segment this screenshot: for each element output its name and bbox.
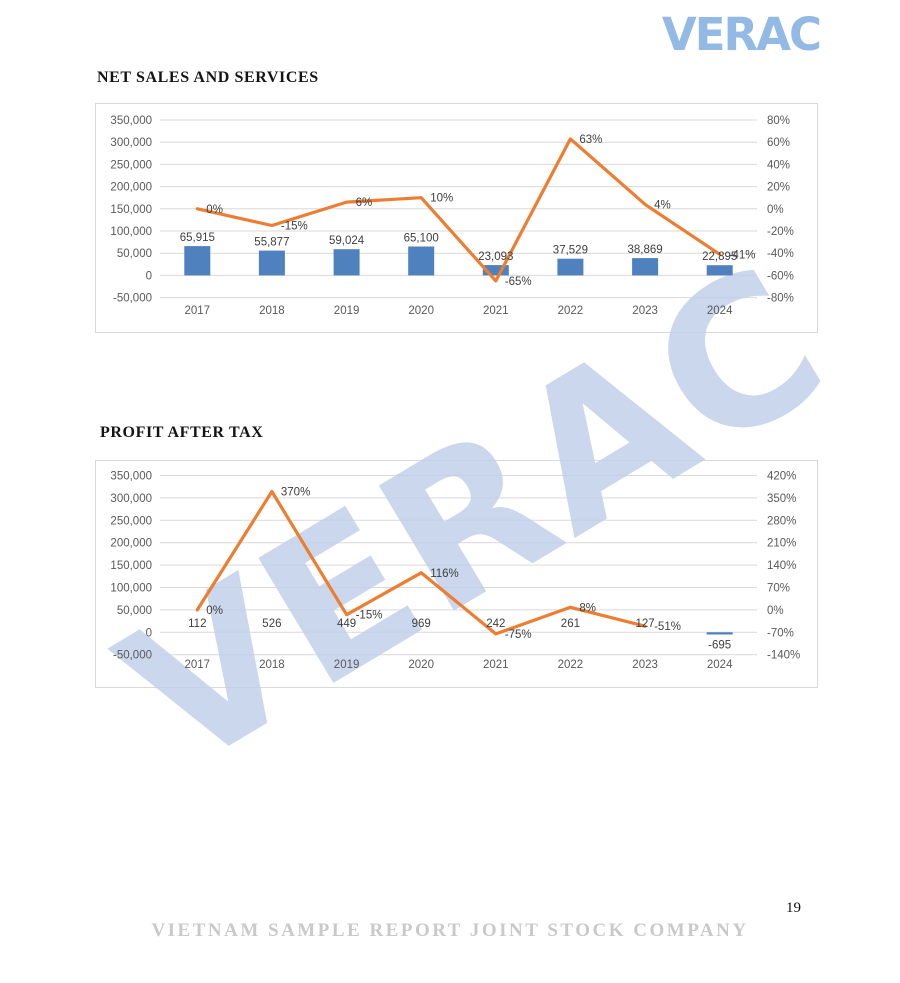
net-sales-chart-gridlines	[95, 103, 818, 333]
svg-text:22,895: 22,895	[702, 251, 737, 263]
svg-text:-50,000: -50,000	[113, 650, 152, 662]
svg-text:969: 969	[412, 618, 431, 630]
svg-text:0: 0	[146, 627, 152, 639]
svg-text:65,915: 65,915	[180, 232, 215, 244]
svg-text:2018: 2018	[259, 305, 285, 317]
svg-text:0: 0	[146, 270, 152, 282]
svg-text:210%: 210%	[767, 538, 796, 550]
svg-text:10%: 10%	[430, 193, 453, 205]
svg-text:-70%: -70%	[767, 627, 794, 639]
svg-text:80%: 80%	[767, 115, 790, 127]
svg-text:350,000: 350,000	[110, 115, 152, 127]
footer-company-name: VIETNAM SAMPLE REPORT JOINT STOCK COMPAN…	[151, 920, 749, 941]
svg-text:2022: 2022	[558, 305, 584, 317]
svg-text:2017: 2017	[185, 659, 211, 671]
svg-text:50,000: 50,000	[117, 605, 152, 617]
svg-text:-41%: -41%	[729, 249, 756, 261]
svg-text:65,100: 65,100	[404, 233, 439, 245]
profit-chart-title: PROFIT AFTER TAX	[100, 424, 264, 441]
svg-text:2023: 2023	[632, 659, 658, 671]
svg-text:37,529: 37,529	[553, 245, 588, 257]
svg-text:4%: 4%	[654, 199, 671, 211]
svg-text:0%: 0%	[767, 204, 784, 216]
svg-text:60%: 60%	[767, 137, 790, 149]
svg-text:112: 112	[188, 618, 206, 630]
svg-text:-20%: -20%	[767, 226, 794, 238]
svg-text:55,877: 55,877	[254, 237, 289, 249]
svg-text:-60%: -60%	[767, 270, 794, 282]
svg-text:116%: 116%	[430, 568, 459, 580]
svg-text:420%: 420%	[767, 471, 796, 483]
svg-text:100,000: 100,000	[110, 226, 152, 238]
svg-text:2019: 2019	[334, 305, 360, 317]
svg-text:59,024: 59,024	[329, 235, 365, 247]
svg-text:150,000: 150,000	[110, 560, 152, 572]
profit-chart: 350,000 420% 300,000 350% 250,000 280% 200,000…	[95, 460, 818, 688]
svg-text:280%: 280%	[767, 515, 796, 527]
svg-text:100,000: 100,000	[110, 583, 152, 595]
net-sales-chart: 350,000 80% 300,000 60% 250,000 40% 200,000 20%…	[95, 103, 818, 333]
svg-text:-50,000: -50,000	[113, 293, 152, 305]
svg-text:250,000: 250,000	[110, 515, 152, 527]
svg-text:23,093: 23,093	[478, 251, 513, 263]
svg-text:2023: 2023	[632, 305, 658, 317]
svg-text:350,000: 350,000	[110, 471, 152, 483]
svg-text:-51%: -51%	[654, 621, 681, 633]
svg-text:2024: 2024	[707, 305, 733, 317]
svg-text:2021: 2021	[483, 305, 509, 317]
svg-text:0%: 0%	[767, 605, 784, 617]
svg-text:350%: 350%	[767, 493, 796, 505]
svg-text:-40%: -40%	[767, 248, 794, 260]
svg-text:6%: 6%	[356, 197, 373, 209]
svg-text:20%: 20%	[767, 182, 790, 194]
verac-logo: VERAC	[661, 8, 822, 61]
profit-chart-gridlines	[95, 460, 818, 688]
svg-text:2021: 2021	[483, 659, 509, 671]
svg-text:250,000: 250,000	[110, 159, 152, 171]
svg-text:-15%: -15%	[356, 610, 383, 622]
svg-text:2019: 2019	[334, 659, 360, 671]
svg-text:-65%: -65%	[505, 276, 532, 288]
svg-text:38,869: 38,869	[628, 244, 663, 256]
svg-text:140%: 140%	[767, 560, 796, 572]
svg-text:40%: 40%	[767, 159, 790, 171]
svg-text:2022: 2022	[558, 659, 584, 671]
svg-text:0%: 0%	[206, 204, 223, 216]
svg-text:2024: 2024	[707, 659, 733, 671]
svg-text:50,000: 50,000	[117, 248, 152, 260]
svg-text:200,000: 200,000	[110, 182, 152, 194]
svg-text:2020: 2020	[408, 305, 434, 317]
svg-text:526: 526	[262, 618, 281, 630]
svg-text:150,000: 150,000	[110, 204, 152, 216]
profit-chart-plot: 350,000 420% 300,000 350% 250,000 280% 200,000…	[110, 471, 800, 672]
svg-text:449: 449	[337, 618, 356, 630]
svg-text:261: 261	[561, 618, 580, 630]
svg-text:300,000: 300,000	[110, 493, 152, 505]
svg-text:-15%: -15%	[281, 221, 308, 233]
svg-text:2018: 2018	[259, 659, 285, 671]
svg-text:-140%: -140%	[767, 650, 800, 662]
svg-text:242: 242	[486, 618, 505, 630]
svg-text:300,000: 300,000	[110, 137, 152, 149]
svg-text:370%: 370%	[281, 487, 310, 499]
page-number: 19	[786, 900, 801, 916]
svg-text:-695: -695	[708, 640, 731, 652]
svg-text:2020: 2020	[408, 659, 434, 671]
svg-text:8%: 8%	[579, 602, 596, 614]
svg-text:-75%: -75%	[505, 629, 532, 641]
svg-text:200,000: 200,000	[110, 538, 152, 550]
svg-text:2017: 2017	[185, 305, 211, 317]
svg-text:70%: 70%	[767, 583, 790, 595]
svg-text:-80%: -80%	[767, 293, 794, 305]
svg-text:63%: 63%	[579, 134, 602, 146]
svg-text:127: 127	[636, 618, 655, 630]
net-sales-chart-title: NET SALES AND SERVICES	[97, 69, 319, 86]
net-sales-chart-plot: 350,000 80% 300,000 60% 250,000 40% 200,000 20%…	[110, 115, 794, 317]
svg-text:0%: 0%	[206, 605, 223, 617]
